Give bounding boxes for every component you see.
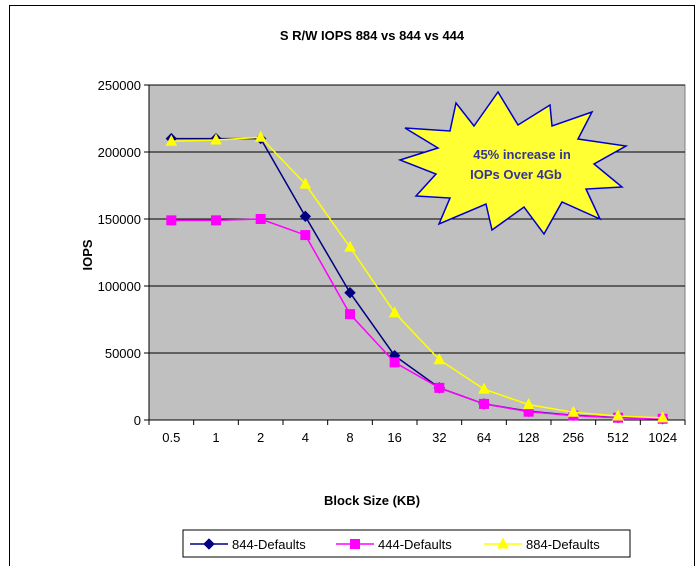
x-tick-label-7: 64 <box>477 430 491 445</box>
data-point-1-2 <box>255 214 266 224</box>
data-point-1-6 <box>434 382 445 393</box>
y-tick-label-5: 250000 <box>98 78 141 93</box>
data-point-2-10 <box>612 409 624 421</box>
series-884-defaults <box>165 130 669 423</box>
legend-label-1: 444-Defaults <box>378 537 452 552</box>
data-point-1-7 <box>479 398 489 409</box>
x-tick-label-1: 1 <box>212 430 219 445</box>
data-point-2-11 <box>656 411 669 423</box>
data-point-2-8 <box>522 398 535 410</box>
data-point-2-5 <box>388 306 401 318</box>
data-point-2-6 <box>433 353 446 365</box>
annotation-line-1: 45% increase in <box>473 147 571 162</box>
y-tick-label-1: 50000 <box>105 346 141 361</box>
chart-title: S R/W IOPS 884 vs 844 vs 444 <box>280 28 465 43</box>
annotation-starburst: 45% increase in IOPs Over 4Gb <box>397 90 629 236</box>
legend-marker-2 <box>497 537 509 549</box>
x-tick-label-0: 0.5 <box>162 430 180 445</box>
x-tick-label-4: 8 <box>346 430 353 445</box>
data-point-2-1 <box>210 133 222 145</box>
chart-frame: S R/W IOPS 884 vs 844 vs 444 IOPS Block … <box>9 5 695 566</box>
data-point-2-9 <box>567 405 580 417</box>
x-axis-label: Block Size (KB) <box>324 493 420 508</box>
x-tick-label-3: 4 <box>302 430 309 445</box>
y-tick-label-4: 200000 <box>98 145 141 160</box>
y-tick-label-3: 150000 <box>98 212 141 227</box>
data-point-2-4 <box>344 240 356 252</box>
x-tick-label-11: 1024 <box>648 430 677 445</box>
legend-marker-0 <box>203 538 215 550</box>
data-point-1-0 <box>166 215 177 226</box>
data-point-2-3 <box>299 177 312 189</box>
data-point-0-3 <box>299 210 312 223</box>
y-axis-label: IOPS <box>80 239 95 270</box>
data-point-2-2 <box>254 130 267 142</box>
series-line-1 <box>171 218 663 420</box>
data-point-0-4 <box>344 286 356 299</box>
x-tick-label-8: 128 <box>518 430 540 445</box>
data-point-1-3 <box>300 230 311 241</box>
x-tick-label-2: 2 <box>257 430 264 445</box>
data-point-2-7 <box>478 382 490 394</box>
x-tick-label-9: 256 <box>562 430 584 445</box>
data-point-1-4 <box>345 309 355 320</box>
legend-label-0: 844-Defaults <box>232 537 306 552</box>
starburst-shape <box>397 90 629 236</box>
x-tick-label-5: 16 <box>387 430 401 445</box>
y-tick-label-2: 100000 <box>98 279 141 294</box>
annotation-line-2: IOPs Over 4Gb <box>470 167 562 182</box>
series-line-2 <box>171 136 663 419</box>
legend-box <box>182 529 631 558</box>
x-tick-label-10: 512 <box>607 430 629 445</box>
data-point-1-5 <box>389 357 400 368</box>
legend: 844-Defaults 444-Defaults 884-Defaults <box>182 529 631 558</box>
legend-label-2: 884-Defaults <box>526 537 600 552</box>
data-point-1-1 <box>211 215 221 226</box>
legend-marker-1 <box>350 539 360 549</box>
chart: S R/W IOPS 884 vs 844 vs 444 IOPS Block … <box>80 28 686 558</box>
data-point-2-0 <box>165 134 178 146</box>
x-tick-label-6: 32 <box>432 430 446 445</box>
y-tick-label-0: 0 <box>134 413 141 428</box>
